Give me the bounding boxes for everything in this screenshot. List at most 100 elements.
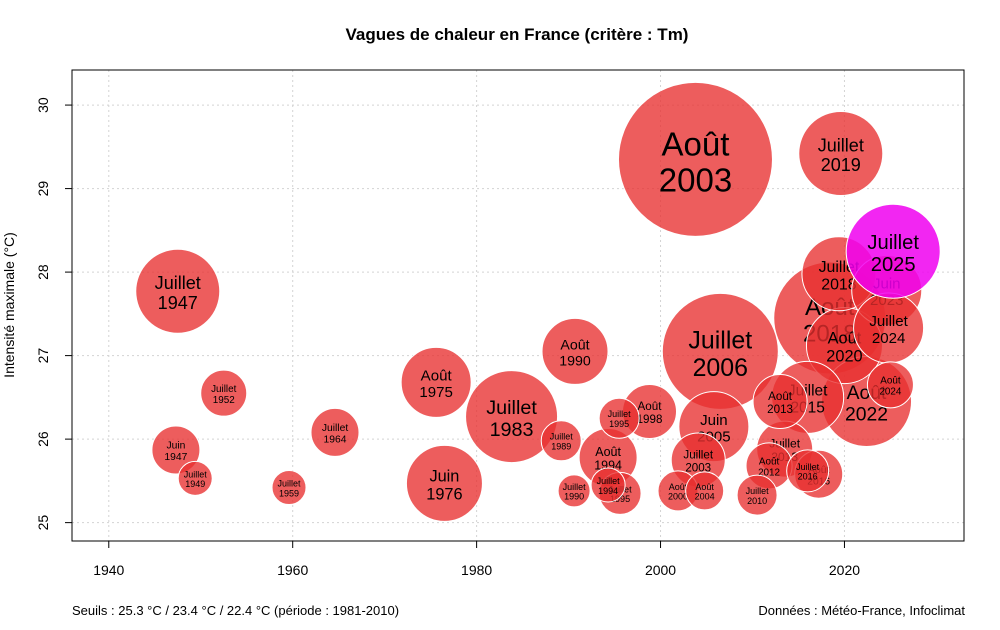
bubble-year-label: 2022	[845, 404, 888, 426]
bubble-circle	[557, 474, 591, 508]
bubble-year-label: 2006	[693, 354, 748, 382]
bubble-circle	[798, 111, 884, 197]
y-tick-label: 27	[35, 348, 51, 364]
bubble-year-label: 1989	[551, 442, 571, 452]
bubble-circle	[465, 370, 559, 464]
bubble-year-label: 2020	[826, 348, 862, 366]
bubble-month-label: Juillet	[550, 432, 574, 442]
bubble-year-label: 1990	[559, 353, 591, 369]
bubble-circle	[590, 467, 626, 503]
bubble-year-label: 1947	[158, 293, 198, 313]
bubble-year-label: 1975	[419, 384, 452, 401]
bubble-month-label: Août	[595, 445, 621, 459]
bubble-year-label: 2010	[747, 496, 767, 506]
data-source-note: Données : Météo-France, Infoclimat	[758, 603, 965, 618]
x-tick-label: 1980	[461, 562, 492, 578]
bubble-month-label: Juillet	[608, 409, 632, 419]
bubble-year-label: 1995	[609, 419, 629, 429]
bubble-month-label: Juillet	[869, 313, 908, 330]
bubble-year-label: 1959	[279, 488, 299, 498]
bubble-month-label: Juin	[166, 441, 185, 452]
bubble-year-label: 1949	[185, 479, 205, 489]
bubble-circle	[598, 397, 640, 439]
bubble-month-label: Juillet	[683, 449, 713, 462]
bubble-year-label: 2018	[821, 276, 857, 293]
y-tick-label: 26	[35, 431, 51, 447]
bubble-month-label: Juin	[429, 467, 459, 485]
bubble-month-label: Août	[560, 338, 589, 354]
bubble-year-label: 2024	[879, 387, 901, 398]
bubble-year-label: 2016	[798, 472, 818, 482]
bubble-circle	[271, 470, 307, 506]
bubble-year-label: 1998	[637, 413, 663, 426]
bubble-month-label: Août	[638, 400, 663, 413]
bubble-month-label: Juillet	[563, 482, 587, 492]
x-tick-label: 2020	[829, 562, 860, 578]
bubble-year-label: 1952	[213, 395, 235, 406]
bubble-year-label: 2025	[871, 254, 916, 276]
bubble-month-label: Juillet	[278, 478, 302, 488]
bubble-year-label: 2019	[821, 155, 861, 175]
bubble-circle	[177, 460, 213, 496]
bubble-circle	[845, 203, 941, 299]
bubble-month-label: Juillet	[597, 476, 621, 486]
bubble-year-label: 1990	[564, 492, 584, 502]
bubble-circle	[540, 420, 582, 462]
bubble-month-label: Juillet	[486, 397, 537, 419]
y-tick-label: 25	[35, 515, 51, 531]
bubble-year-label: 1947	[164, 452, 187, 463]
bubble-month-label: Août	[768, 390, 793, 403]
axes: 1940 1960 1980 2000 2020 25 26 27 28 29 30	[35, 97, 860, 578]
bubble-circle	[736, 474, 778, 516]
bubble-month-label: Août	[421, 368, 453, 385]
bubble-circle	[151, 425, 201, 475]
bubble-year-label: 2004	[695, 492, 715, 502]
bubble-month-label: Août	[695, 482, 714, 492]
bubble-month-label: Juillet	[155, 273, 201, 293]
bubble-year-label: 1964	[324, 435, 347, 446]
bubble-year-label: 2013	[767, 403, 793, 416]
y-axis-label: Intensité maximale (°C)	[1, 232, 17, 378]
bubble-circle	[541, 317, 609, 385]
bubble-month-label: Juillet	[867, 232, 919, 254]
x-tick-label: 1940	[93, 562, 124, 578]
bubble-month-label: Juillet	[184, 469, 208, 479]
bubble-circle	[685, 471, 725, 511]
bubble-month-label: Juillet	[688, 326, 752, 354]
bubble-circle	[752, 374, 808, 430]
plot-frame	[71, 69, 965, 542]
x-tick-label: 1960	[277, 562, 308, 578]
bubble-circle	[405, 444, 483, 522]
bubble-month-label: Juillet	[322, 423, 349, 434]
bubble-circle	[200, 369, 248, 417]
bubble-month-label: Août	[880, 376, 901, 387]
bubble-circle	[400, 346, 472, 418]
thresholds-note: Seuils : 25.3 °C / 23.4 °C / 22.4 °C (pé…	[72, 603, 400, 618]
bubble-year-label: 1994	[598, 486, 618, 496]
bubble-month-label: Août	[669, 482, 688, 492]
bubble-year-label: 1995	[610, 494, 630, 504]
bubble-month-label: Juillet	[818, 135, 864, 155]
bubble-year-label: 2012	[758, 468, 780, 479]
